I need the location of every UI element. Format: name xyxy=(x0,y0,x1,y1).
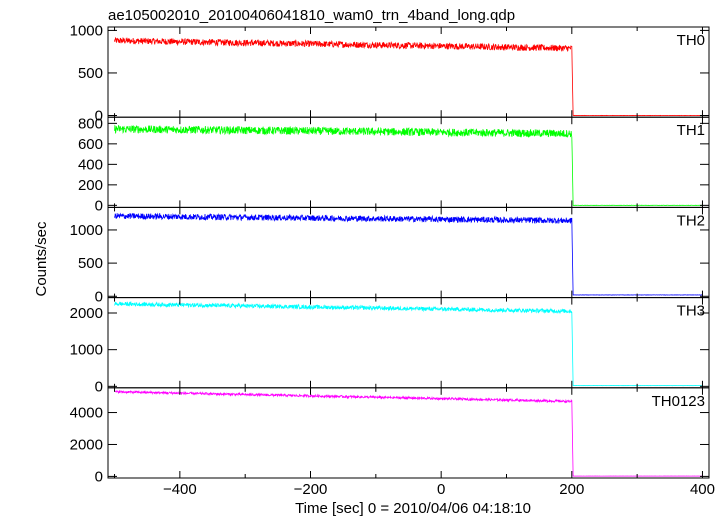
y-tick-label: 0 xyxy=(95,288,103,305)
y-tick-label: 0 xyxy=(95,468,103,485)
y-tick-label: 800 xyxy=(78,115,103,132)
panel-label: TH1 xyxy=(677,122,705,139)
panel-frame xyxy=(107,387,710,479)
x-tick-label: −200 xyxy=(294,481,328,498)
panel-th2: 0 500 1000 TH2 xyxy=(70,206,710,305)
panel-label: TH3 xyxy=(677,303,705,320)
y-tick-label: 1000 xyxy=(70,22,103,39)
panel-label: TH0 xyxy=(677,32,705,49)
series-line-th3 xyxy=(114,300,703,387)
y-tick-label: 600 xyxy=(78,136,103,153)
y-tick-label: 0 xyxy=(95,107,103,124)
x-tick-label: 0 xyxy=(437,481,445,498)
series-line-th0 xyxy=(114,37,703,117)
y-tick-label: 500 xyxy=(78,65,103,82)
panel-th0123: 0 2000 4000 TH0123 xyxy=(70,387,710,485)
panel-label: TH2 xyxy=(677,212,705,229)
panel-label: TH0123 xyxy=(652,393,705,410)
y-tick-label: 2000 xyxy=(70,305,103,322)
y-tick-label: 0 xyxy=(95,378,103,395)
panel-frame xyxy=(107,206,710,299)
panel-frame xyxy=(107,116,710,208)
series-line-th2 xyxy=(114,212,703,296)
series-line-th0123 xyxy=(114,389,703,477)
y-tick-label: 200 xyxy=(78,177,103,194)
panel-th0: 0 500 1000 TH0 xyxy=(70,22,710,124)
panel-th3: 0 1000 2000 TH3 xyxy=(70,297,710,395)
x-tick-label: 200 xyxy=(559,481,584,498)
y-tick-label: 2000 xyxy=(70,436,103,453)
x-tick-label: −400 xyxy=(163,481,197,498)
x-tick-label: 400 xyxy=(690,481,715,498)
y-tick-label: 1000 xyxy=(70,342,103,359)
series-line-th1 xyxy=(114,124,703,207)
panel-th1: 0 200 400 600 800 TH1 xyxy=(78,115,710,214)
panel-frame xyxy=(107,297,710,389)
y-tick-label: 400 xyxy=(78,156,103,173)
y-tick-label: 4000 xyxy=(70,405,103,422)
y-tick-label: 500 xyxy=(78,255,103,272)
x-axis-label: Time [sec] 0 = 2010/04/06 04:18:10 xyxy=(295,500,531,516)
y-tick-label: 0 xyxy=(95,197,103,214)
y-axis-label: Counts/sec xyxy=(33,221,50,297)
chart-title: ae105002010_20100406041810_wam0_trn_4ban… xyxy=(108,7,515,24)
y-tick-label: 1000 xyxy=(70,222,103,239)
